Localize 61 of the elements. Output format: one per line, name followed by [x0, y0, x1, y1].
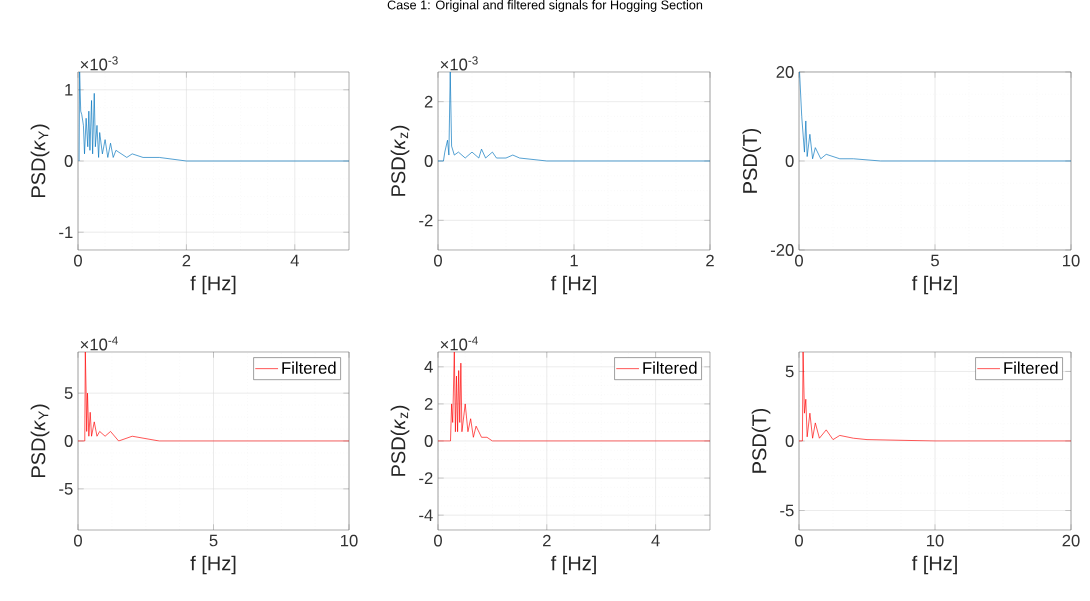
x-tick-label: 2 [182, 254, 191, 267]
legend-label: Filtered [643, 361, 697, 374]
y-tick-label: 1 [65, 84, 73, 96]
y-tick-label: -2 [419, 472, 433, 484]
y-tick-label: 0 [424, 155, 433, 167]
x-axis-title: f [Hz] [190, 555, 236, 575]
y-tick-label: -2 [419, 214, 433, 227]
y-axis-title: PSD(T) [742, 128, 762, 193]
y-axis-title: PSD(κ$_{Y}$) [30, 124, 50, 198]
y-tick-label: 0 [64, 435, 73, 447]
y-tick-label: 20 [776, 66, 794, 78]
legend-label: Filtered [282, 361, 336, 374]
x-tick-label: 5 [209, 534, 218, 547]
x-tick-label: 0 [434, 534, 442, 547]
y-tick-label: -4 [419, 509, 433, 521]
y-tick-label: 0 [64, 155, 73, 167]
x-tick-label: 2 [543, 534, 551, 547]
y-tick-label: -5 [59, 483, 73, 495]
x-tick-label: 4 [290, 254, 299, 267]
x-tick-label: 20 [1062, 534, 1080, 547]
x-tick-label: 5 [931, 254, 939, 267]
text: ×10$^{-4}$ [440, 336, 478, 351]
text: ×10$^{-4}$ [80, 336, 118, 351]
line-series [78, 352, 349, 442]
text: ×10$^{-3}$ [440, 56, 478, 71]
y-axis-title: PSD(T) [751, 408, 771, 473]
y-axis-title: PSD(κ$_{z}$) [390, 125, 410, 196]
y-tick-label: 0 [424, 435, 433, 447]
x-axis-title: f [Hz] [190, 275, 236, 295]
chart-title: Case 1: Original and filtered signals for Hogging Section [387, 0, 703, 12]
x-axis-title: f [Hz] [911, 275, 957, 295]
y-tick-label: 2 [424, 95, 433, 108]
x-tick-label: 10 [1063, 254, 1080, 267]
x-tick-label: 10 [341, 534, 358, 547]
line-series [799, 352, 1071, 442]
x-axis-title: f [Hz] [550, 275, 596, 295]
x-axis-title: f [Hz] [550, 555, 596, 575]
x-tick-label: 10 [927, 534, 944, 547]
x-tick-label: 1 [570, 254, 578, 267]
x-tick-label: 0 [74, 254, 82, 267]
line-series [438, 352, 710, 442]
x-tick-label: 0 [795, 534, 803, 547]
x-axis-title: f [Hz] [911, 555, 957, 575]
y-tick-label: -1 [59, 226, 73, 238]
y-axis-title: PSD(κ$_{z}$) [390, 405, 410, 476]
x-tick-label: 0 [434, 254, 442, 267]
y-axis-title: PSD(κ$_{Y}$) [30, 404, 50, 478]
y-tick-label: 5 [785, 365, 794, 378]
text: ×10$^{-3}$ [80, 56, 118, 71]
y-tick-label: 0 [785, 155, 794, 167]
y-tick-label: -20 [770, 244, 794, 256]
x-tick-label: 0 [795, 254, 803, 267]
y-tick-label: 5 [64, 387, 73, 399]
y-tick-label: -5 [780, 504, 794, 517]
x-tick-label: 2 [706, 254, 714, 267]
y-tick-label: 4 [424, 361, 433, 373]
y-tick-label: 0 [785, 435, 794, 447]
x-tick-label: 4 [651, 534, 660, 547]
y-tick-label: 2 [424, 398, 433, 410]
legend-label: Filtered [1004, 361, 1058, 374]
x-tick-label: 0 [74, 534, 82, 547]
